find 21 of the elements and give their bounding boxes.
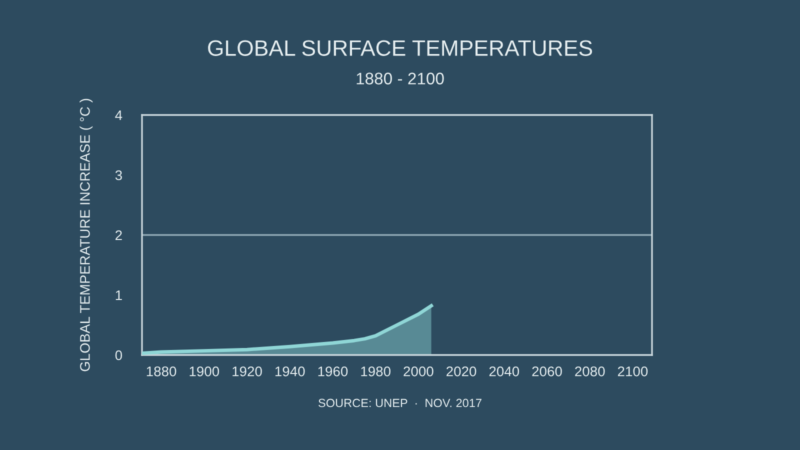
source-note: SOURCE: UNEP · NOV. 2017 (318, 398, 482, 408)
y-tick-label: 2 (116, 230, 122, 240)
y-axis-title: GLOBAL TEMPERATURE INCREASE ( °C ) (80, 98, 93, 372)
x-tick-label: 1940 (275, 366, 305, 376)
x-tick-label: 1960 (318, 366, 348, 376)
y-tick-label: 0 (115, 350, 122, 360)
x-tick-label: 1880 (146, 366, 176, 376)
x-tick-label: 1980 (361, 366, 390, 376)
x-tick-label: 2020 (446, 366, 476, 376)
chart-title: GLOBAL SURFACE TEMPERATURES (208, 40, 592, 56)
x-tick-label: 2040 (489, 366, 520, 376)
y-tick-label: 1 (116, 290, 122, 300)
x-tick-label: 1900 (190, 366, 220, 376)
y-tick-label: 3 (115, 170, 122, 180)
x-tick-label: 2100 (618, 366, 648, 376)
chart-subtitle: 1880 - 2100 (356, 72, 444, 84)
x-tick-label: 1920 (232, 366, 262, 376)
x-tick-label: 2060 (532, 366, 562, 376)
x-tick-label: 2000 (404, 366, 434, 376)
x-tick-label: 2080 (575, 366, 605, 376)
y-tick-label: 4 (115, 110, 122, 120)
